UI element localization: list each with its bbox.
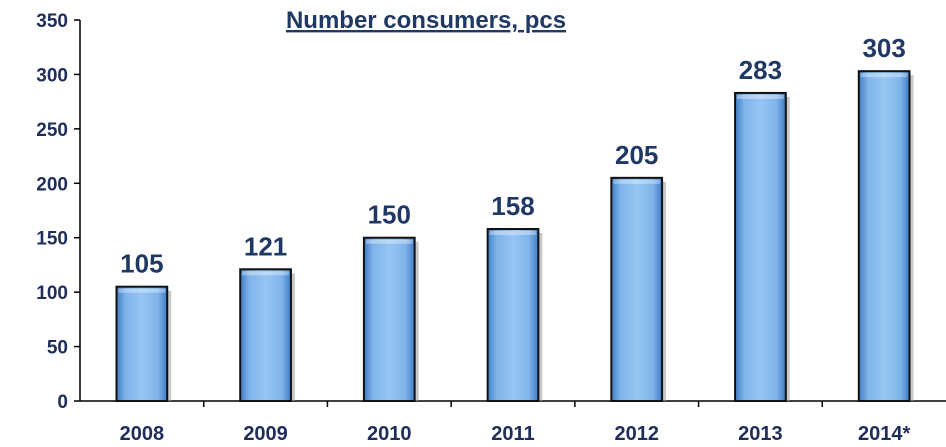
bar: [857, 70, 911, 402]
bar: [610, 176, 664, 402]
y-tick-label: 50: [47, 338, 68, 359]
y-tick-label: 150: [36, 229, 68, 250]
y-tick-label: 300: [36, 65, 68, 86]
bar: [115, 285, 169, 403]
bar-value-label: 158: [491, 191, 534, 221]
bar-value-label: 303: [862, 33, 905, 63]
x-category-label: 2010: [367, 423, 412, 445]
chart-title: Number consumers, pcs: [286, 7, 566, 34]
bar: [362, 236, 416, 402]
y-tick-label: 100: [36, 283, 68, 304]
bar-highlight: [365, 239, 413, 244]
bar-highlight: [737, 94, 784, 99]
bar-value-label: 205: [615, 140, 658, 170]
y-axis-ticks: 0 50 100 150 200 250 300 350: [36, 11, 80, 413]
bar-highlight: [613, 179, 661, 184]
x-category-label: 2008: [120, 423, 165, 445]
x-category-label: 2011: [491, 423, 534, 445]
x-axis-categories: 2008 2009 2010 2011 2012 2013 2014*: [120, 401, 910, 445]
bar-value-label: 283: [739, 55, 782, 85]
y-tick-label: 350: [36, 11, 68, 32]
bar-highlight: [118, 288, 166, 293]
bar-value-label: 105: [120, 249, 163, 279]
bars-group: 105 121 150 158 205 283 303: [115, 33, 914, 403]
y-tick-label: 250: [36, 120, 68, 141]
bar-value-label: 150: [368, 200, 411, 230]
bar: [734, 91, 787, 402]
bar-highlight: [242, 271, 289, 276]
bar: [239, 268, 292, 403]
bar-value-label: 121: [244, 231, 287, 261]
bar-highlight: [860, 73, 908, 78]
y-tick-label: 0: [57, 392, 68, 413]
y-tick-label: 200: [36, 174, 68, 195]
x-category-label: 2014*: [858, 423, 910, 445]
bar: [486, 228, 540, 402]
x-category-label: 2009: [243, 423, 288, 445]
x-category-label: 2012: [614, 423, 659, 445]
bar-highlight: [489, 231, 537, 236]
x-category-label: 2013: [738, 423, 783, 445]
